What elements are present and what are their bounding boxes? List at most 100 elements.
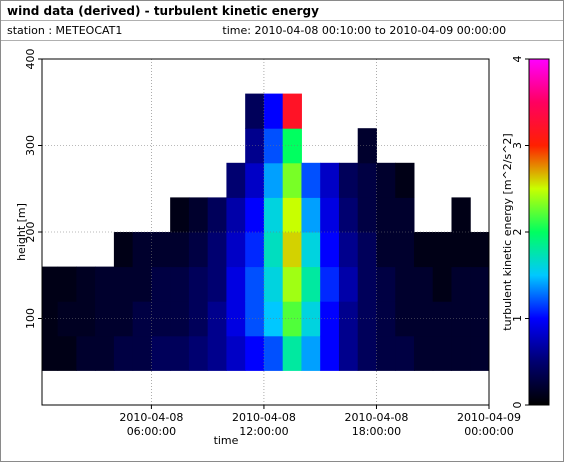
cell bbox=[320, 162, 340, 198]
cell bbox=[320, 266, 340, 302]
colorbar-tick-label: 3 bbox=[511, 142, 524, 149]
cell bbox=[282, 232, 302, 268]
cell bbox=[357, 162, 377, 198]
y-axis-label: height [m] bbox=[15, 203, 28, 261]
cell bbox=[395, 301, 415, 337]
cell bbox=[263, 232, 284, 268]
cell bbox=[432, 301, 452, 337]
cell bbox=[357, 232, 377, 268]
cell bbox=[338, 232, 359, 268]
cell bbox=[207, 266, 227, 302]
cell bbox=[207, 335, 227, 371]
colorbar bbox=[528, 58, 550, 406]
cell bbox=[95, 266, 115, 302]
cell bbox=[76, 335, 96, 371]
colorbar-label: turbulent kinetic energy [m^2/s^2] bbox=[501, 133, 514, 330]
cell bbox=[282, 128, 302, 164]
cell bbox=[245, 93, 265, 129]
colorbar-tick-label: 4 bbox=[511, 56, 524, 63]
cell bbox=[338, 335, 359, 371]
cell bbox=[245, 301, 265, 337]
cell bbox=[451, 197, 471, 233]
cell bbox=[170, 197, 190, 233]
cell bbox=[282, 266, 302, 302]
cell bbox=[338, 197, 359, 233]
cell bbox=[413, 232, 434, 268]
cell bbox=[376, 197, 396, 233]
station: station : METEOCAT1 bbox=[7, 24, 123, 37]
cell bbox=[245, 128, 265, 164]
cell bbox=[451, 266, 471, 302]
cell bbox=[301, 232, 321, 268]
cell bbox=[95, 335, 115, 371]
cell bbox=[207, 301, 227, 337]
cell bbox=[413, 335, 434, 371]
cell bbox=[357, 128, 377, 164]
cell bbox=[395, 197, 415, 233]
cell bbox=[207, 197, 227, 233]
x-tick-label: 2010-04-08 bbox=[344, 411, 408, 424]
cell bbox=[113, 266, 134, 302]
cell bbox=[226, 197, 246, 233]
cell bbox=[470, 266, 489, 302]
cell bbox=[226, 266, 246, 302]
cell bbox=[263, 162, 284, 198]
cell bbox=[132, 301, 152, 337]
info-row: station : METEOCAT1 time: 2010-04-08 00:… bbox=[1, 21, 563, 41]
cell bbox=[376, 335, 396, 371]
x-tick-label: 18:00:00 bbox=[352, 425, 401, 438]
cell bbox=[282, 93, 302, 129]
colorbar-tick-label: 1 bbox=[511, 315, 524, 322]
chart-title: wind data (derived) - turbulent kinetic … bbox=[1, 1, 563, 21]
cell bbox=[320, 301, 340, 337]
cell bbox=[57, 301, 77, 337]
cell bbox=[413, 266, 434, 302]
cell bbox=[395, 335, 415, 371]
cell bbox=[432, 232, 452, 268]
cell bbox=[170, 335, 190, 371]
cell bbox=[132, 335, 152, 371]
cell bbox=[226, 335, 246, 371]
cell bbox=[245, 162, 265, 198]
cell bbox=[170, 232, 190, 268]
cell bbox=[451, 301, 471, 337]
cell bbox=[245, 335, 265, 371]
cell bbox=[301, 301, 321, 337]
x-tick-label: 06:00:00 bbox=[127, 425, 176, 438]
cell bbox=[395, 162, 415, 198]
cell bbox=[188, 266, 209, 302]
x-tick-label: 12:00:00 bbox=[239, 425, 288, 438]
cell bbox=[282, 301, 302, 337]
cell bbox=[357, 197, 377, 233]
cell bbox=[188, 232, 209, 268]
cell bbox=[282, 197, 302, 233]
cell bbox=[263, 93, 284, 129]
cell bbox=[76, 301, 96, 337]
x-tick-label: 2010-04-09 bbox=[457, 411, 521, 424]
cell bbox=[320, 197, 340, 233]
chart: 1002003004002010-04-0806:00:002010-04-08… bbox=[15, 49, 550, 447]
cell bbox=[95, 301, 115, 337]
y-tick-label: 300 bbox=[24, 135, 37, 156]
x-axis-label: time bbox=[214, 434, 239, 447]
colorbar-tick-label: 2 bbox=[511, 229, 524, 236]
cell bbox=[376, 266, 396, 302]
cell bbox=[470, 301, 489, 337]
cell bbox=[338, 162, 359, 198]
cell bbox=[301, 162, 321, 198]
heatmap bbox=[42, 93, 489, 371]
cell bbox=[376, 232, 396, 268]
cell bbox=[432, 335, 452, 371]
cell bbox=[57, 266, 77, 302]
cell bbox=[42, 301, 59, 337]
cell bbox=[188, 335, 209, 371]
cell bbox=[57, 335, 77, 371]
cell bbox=[451, 335, 471, 371]
cell bbox=[113, 335, 134, 371]
cell bbox=[151, 232, 171, 268]
plot-frame bbox=[41, 58, 490, 406]
cell bbox=[376, 301, 396, 337]
cell bbox=[42, 335, 59, 371]
y-tick-label: 200 bbox=[24, 222, 37, 243]
